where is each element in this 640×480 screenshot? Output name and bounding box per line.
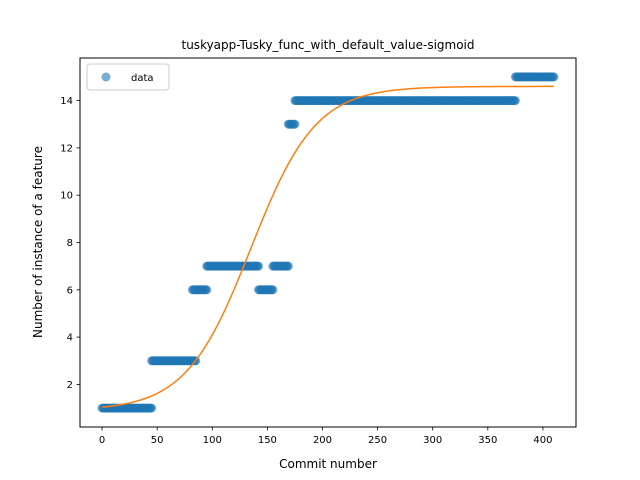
x-tick-label: 400 xyxy=(533,435,552,446)
x-tick-label: 350 xyxy=(478,435,497,446)
x-tick-label: 200 xyxy=(313,435,332,446)
fit-curve xyxy=(101,85,554,408)
y-tick-label: 6 xyxy=(67,285,73,296)
y-tick-label: 10 xyxy=(60,191,73,202)
fit-curve-layer xyxy=(101,85,554,408)
y-tick-label: 4 xyxy=(67,333,73,344)
legend-label-data: data xyxy=(131,73,154,84)
data-point xyxy=(510,96,520,106)
data-point xyxy=(549,72,559,82)
x-tick-label: 0 xyxy=(99,435,105,446)
y-axis-ticks: 2 4 6 8 10 12 14 xyxy=(60,96,80,391)
x-tick-label: 50 xyxy=(151,435,164,446)
data-point xyxy=(268,285,278,295)
data-point xyxy=(147,403,157,413)
x-tick-label: 100 xyxy=(203,435,222,446)
x-axis-ticks: 0 50 100 150 200 250 300 350 400 xyxy=(99,427,552,446)
y-tick-label: 12 xyxy=(60,143,73,154)
chart-title: tuskyapp-Tusky_func_with_default_value-s… xyxy=(182,38,475,52)
y-tick-label: 14 xyxy=(60,96,73,107)
plot-area xyxy=(80,58,576,427)
legend-marker-data xyxy=(101,72,111,82)
legend: data xyxy=(86,63,170,91)
data-point xyxy=(202,285,212,295)
data-point xyxy=(283,261,293,271)
y-tick-label: 2 xyxy=(67,380,73,391)
data-point xyxy=(290,119,300,129)
y-axis-label: Number of instance of a feature xyxy=(31,146,45,338)
y-tick-label: 8 xyxy=(67,238,73,249)
x-tick-label: 300 xyxy=(423,435,442,446)
legend-box xyxy=(86,63,170,91)
x-tick-label: 150 xyxy=(258,435,277,446)
data-point xyxy=(254,261,264,271)
x-axis-label: Commit number xyxy=(279,457,377,471)
x-tick-label: 250 xyxy=(368,435,387,446)
